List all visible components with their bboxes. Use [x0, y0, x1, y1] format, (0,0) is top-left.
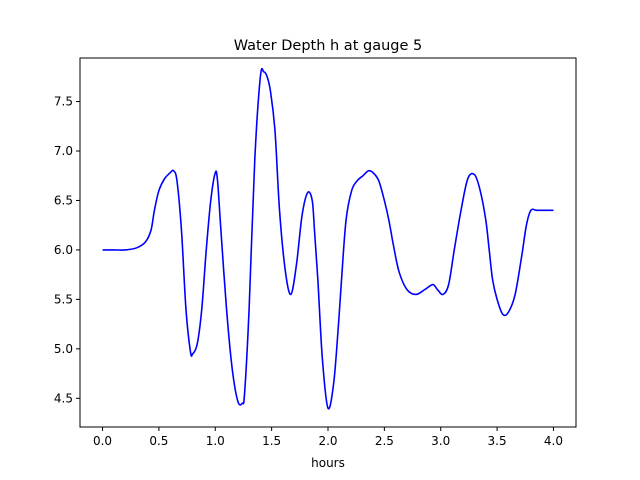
series-layer	[102, 67, 554, 410]
x-tick-label: 1.5	[262, 434, 281, 448]
x-tick-label: 1.0	[206, 434, 225, 448]
x-tick-label: 3.5	[488, 434, 507, 448]
x-tick-label: 2.0	[318, 434, 337, 448]
y-tick-label: 7.5	[54, 95, 73, 109]
y-tick-label: 7.0	[54, 144, 73, 158]
plot-frame	[79, 57, 577, 428]
y-axis: 4.5 5.0 5.5 6.0 6.5 7.0 7.5	[54, 95, 80, 405]
y-tick-label: 5.0	[54, 342, 73, 356]
y-tick-label: 4.5	[54, 391, 73, 405]
x-tick-label: 4.0	[544, 434, 563, 448]
y-tick-label: 6.5	[54, 193, 73, 207]
x-tick-label: 0.5	[149, 434, 168, 448]
y-tick-label: 5.5	[54, 292, 73, 306]
x-tick-label: 0.0	[93, 434, 112, 448]
x-axis-label: hours	[311, 456, 345, 470]
x-tick-label: 2.5	[375, 434, 394, 448]
y-tick-label: 6.0	[54, 243, 73, 257]
x-axis: 0.0 0.5 1.0 1.5 2.0 2.5 3.0 3.5 4.0	[93, 427, 563, 448]
x-tick-label: 3.0	[431, 434, 450, 448]
series-line-0	[102, 67, 554, 410]
chart-title: Water Depth h at gauge 5	[234, 38, 422, 54]
